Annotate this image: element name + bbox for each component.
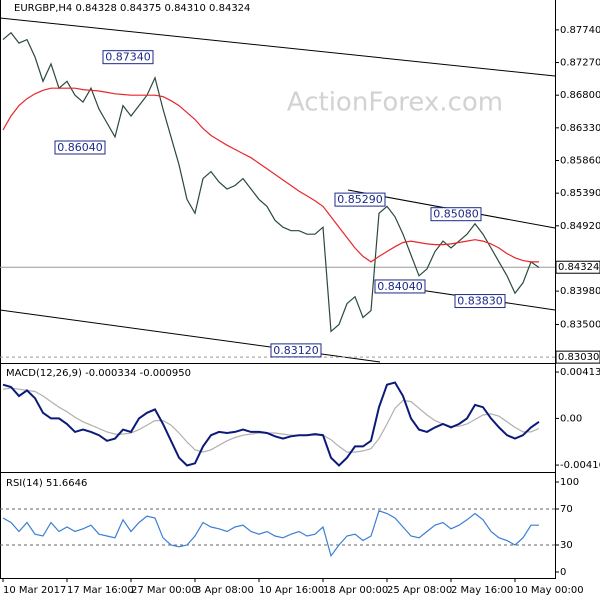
x-tick-label: 10 Mar 2017 — [3, 585, 66, 596]
x-tick-label: 25 Apr 08:00 — [387, 585, 452, 596]
y-tick-label: 30 — [560, 540, 573, 551]
y-tick-label: 0.87270 — [560, 58, 600, 69]
price-box — [555, 260, 600, 274]
y-tick-label: 0.00 — [560, 413, 582, 424]
annotation-box — [430, 207, 482, 222]
y-tick-label: 100 — [560, 477, 579, 488]
annotation-label: 0.87340 — [105, 51, 151, 64]
annotation-box — [454, 294, 506, 309]
annotation-label: 0.86040 — [57, 141, 103, 154]
y-tick-label: 0.86800 — [560, 90, 600, 101]
y-tick-label: 0.004131 — [560, 367, 600, 378]
y-tick-label: 0.85860 — [560, 156, 600, 167]
y-tick-label: 0.83500 — [560, 319, 600, 330]
x-tick-label: 18 Apr 00:00 — [323, 585, 388, 596]
annotation-box — [54, 140, 106, 155]
series-line — [2, 381, 540, 467]
series-line — [2, 87, 539, 263]
y-tick-label: 0.84920 — [560, 221, 600, 232]
annotation-label: 0.84040 — [377, 280, 423, 293]
panel-title: MACD(12,26,9) -0.000334 -0.000950 — [6, 368, 191, 379]
y-tick-label: 0 — [560, 567, 566, 578]
watermark: ActionForex.com — [287, 88, 503, 118]
x-tick-label: 2 May 16:00 — [451, 585, 513, 596]
panel-title: RSI(14) 51.6646 — [6, 478, 87, 489]
y-tick-label: -0.004162 — [560, 460, 600, 471]
x-tick-label: 27 Mar 00:00 — [131, 585, 198, 596]
panel-title: EURGBP,H4 0.84328 0.84375 0.84310 0.8432… — [14, 3, 250, 14]
annotation-label: 0.85290 — [337, 193, 383, 206]
series-line — [2, 510, 539, 558]
price-label: 0.84324 — [558, 262, 599, 273]
y-tick-label: 0.86330 — [560, 123, 600, 134]
annotation-box — [374, 279, 426, 294]
price-label: 0.83030 — [558, 352, 599, 363]
y-tick-label: 70 — [560, 504, 573, 515]
x-tick-label: 10 May 00:00 — [515, 585, 584, 596]
series-line — [2, 31, 540, 333]
annotation-box — [334, 192, 386, 207]
x-tick-label: 10 Apr 16:00 — [259, 585, 324, 596]
price-box — [555, 350, 600, 364]
y-tick-label: 0.87740 — [560, 25, 600, 36]
annotation-label: 0.83830 — [457, 295, 503, 308]
y-tick-label: 0.83980 — [560, 286, 600, 297]
trend-line — [0, 17, 556, 77]
x-tick-label: 3 Apr 08:00 — [195, 585, 254, 596]
annotation-label: 0.83120 — [273, 344, 319, 357]
annotation-box — [270, 343, 322, 358]
x-tick-label: 17 Mar 16:00 — [67, 585, 134, 596]
annotation-box — [102, 50, 154, 65]
y-tick-label: 0.85390 — [560, 188, 600, 199]
annotation-label: 0.85080 — [433, 208, 479, 221]
